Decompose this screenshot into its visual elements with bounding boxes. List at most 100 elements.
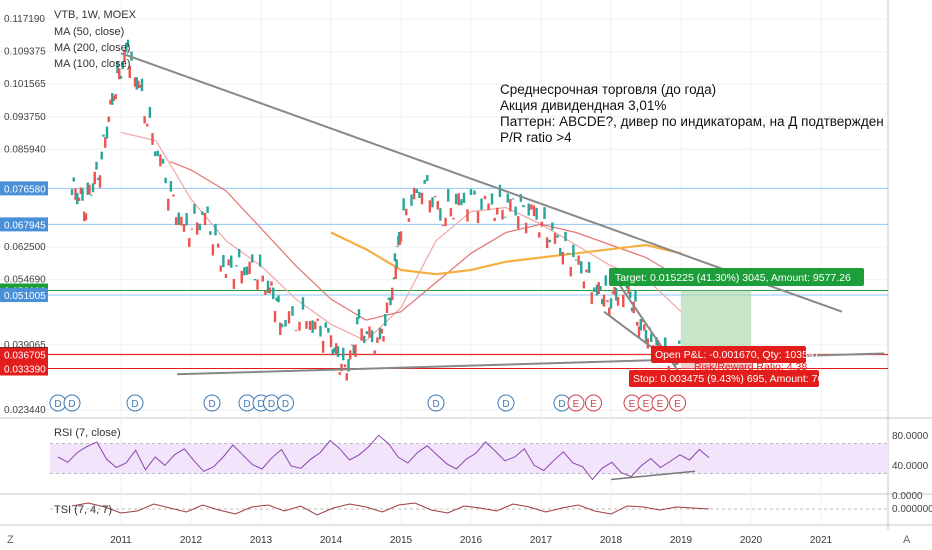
target-label-bg xyxy=(609,268,864,286)
candle-down xyxy=(632,301,635,314)
candle-up xyxy=(126,39,130,48)
candle-down xyxy=(428,200,432,213)
target-label[interactable]: Target: 0.015225 (41.30%) 3045, Amount: … xyxy=(615,272,851,284)
z-logo-icon[interactable]: Z xyxy=(7,534,14,546)
year-tick: 2020 xyxy=(740,535,763,546)
candle-down xyxy=(114,94,117,99)
candle-up xyxy=(503,216,507,218)
candle-down xyxy=(305,321,308,329)
price-badge-bg xyxy=(0,217,48,232)
symbol-title[interactable]: VTB, 1W, MOEX xyxy=(54,9,137,21)
candle-up xyxy=(469,189,473,195)
candle-down xyxy=(545,237,549,249)
candle-up xyxy=(193,203,196,214)
candle-down xyxy=(636,321,639,326)
candle-up xyxy=(511,198,515,200)
candle-down xyxy=(227,259,230,266)
candle-down xyxy=(137,80,140,88)
candle-down xyxy=(561,251,565,265)
candle-up xyxy=(333,347,336,353)
annotation-line-4[interactable]: P/R ratio >4 xyxy=(500,130,572,145)
candle-down xyxy=(360,328,363,341)
candle-up xyxy=(604,275,607,286)
candle-down xyxy=(98,175,102,188)
candle-up xyxy=(119,75,123,79)
candle-up xyxy=(551,222,554,230)
candle-up xyxy=(418,191,421,198)
candle-down xyxy=(436,201,439,210)
open-pnl-label[interactable]: Open P&L: -0.001670, Qty: 103597 xyxy=(655,349,820,361)
trendline xyxy=(603,310,661,355)
candle-down xyxy=(487,203,490,211)
candle-down xyxy=(524,222,528,234)
candle-down xyxy=(582,281,586,289)
year-tick: 2016 xyxy=(460,535,483,546)
event-marker-label: D xyxy=(282,399,289,410)
candle-up xyxy=(135,77,138,90)
dividend-marker xyxy=(427,394,445,412)
candle-up xyxy=(389,297,392,306)
candle-down xyxy=(112,95,116,101)
candle-up xyxy=(301,297,305,310)
candle-up xyxy=(156,150,159,157)
candle-up xyxy=(462,192,466,204)
candle-up xyxy=(230,255,233,268)
price-badge-bg xyxy=(0,288,48,303)
candle-up xyxy=(363,335,366,343)
candle-down xyxy=(159,154,162,167)
candle-down xyxy=(314,321,317,330)
price-tick: 0.054690 xyxy=(4,275,46,286)
dividend-marker xyxy=(203,394,221,412)
candle-down xyxy=(643,324,646,331)
candle-up xyxy=(100,151,103,160)
candle-up xyxy=(454,193,458,205)
candle-down xyxy=(449,208,453,217)
candle-up xyxy=(595,284,599,296)
candle-up xyxy=(90,194,93,196)
candle-down xyxy=(74,188,77,200)
annotation-line-1[interactable]: Среднесрочная торговля (до года) xyxy=(500,82,716,97)
stop-label[interactable]: Stop: 0.003475 (9.43%) 695, Amount: 7640 xyxy=(633,373,835,385)
candle-down xyxy=(151,133,154,145)
candle-up xyxy=(655,337,658,346)
candle-down xyxy=(107,116,110,123)
ma200-legend[interactable]: MA (200, close) xyxy=(54,42,130,54)
annotation-line-2[interactable]: Акция дивидендная 3,01% xyxy=(500,98,666,113)
candle-down xyxy=(569,266,572,277)
candle-up xyxy=(70,189,74,196)
event-marker-label: D xyxy=(558,399,565,410)
candle-down xyxy=(77,197,81,202)
candle-down xyxy=(109,99,112,105)
candle-down xyxy=(182,224,186,232)
candle-up xyxy=(311,320,314,333)
dividend-marker xyxy=(497,394,515,412)
candle-up xyxy=(378,327,382,340)
candle-up xyxy=(634,290,637,302)
candle-down xyxy=(321,340,325,353)
auto-scale-icon[interactable]: A xyxy=(903,534,911,546)
svg-text:A: A xyxy=(903,534,911,546)
candle-down xyxy=(530,204,533,210)
candle-up xyxy=(439,208,442,221)
event-marker-label: D xyxy=(208,399,215,410)
candle-down xyxy=(483,195,487,200)
price-axis: 0.117190 0.109375 0.101565 0.093750 0.085940… xyxy=(0,14,48,416)
ma50-legend[interactable]: MA (50, close) xyxy=(54,26,124,38)
candle-up xyxy=(630,307,634,312)
candle-up xyxy=(514,206,517,216)
candle-down xyxy=(349,350,352,360)
annotation-line-3[interactable]: Паттерн: ABCDE?, дивер по индикаторам, н… xyxy=(500,114,884,129)
candle-down xyxy=(216,243,220,248)
candle-down xyxy=(211,244,215,256)
candle-down xyxy=(84,213,88,221)
candle-up xyxy=(629,291,632,299)
year-tick: 2011 xyxy=(110,535,132,546)
event-marker-label: D xyxy=(54,399,61,410)
open-pnl-bg xyxy=(651,346,806,363)
rsi-divergence-line xyxy=(610,470,696,481)
tsi-tick: 0.000000 xyxy=(892,504,932,515)
candle-up xyxy=(185,213,188,226)
ma100-legend[interactable]: MA (100, close) xyxy=(54,58,130,70)
dividend-marker xyxy=(126,394,144,412)
